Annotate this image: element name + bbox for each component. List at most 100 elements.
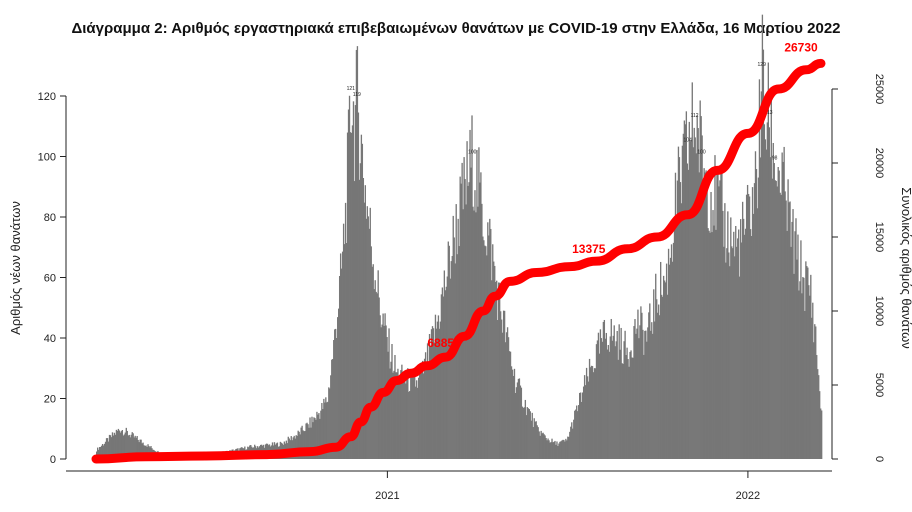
bar [460,183,462,459]
bar [336,337,338,459]
bar [304,431,306,459]
bar [754,151,757,459]
right-axis-label: Συνολικός αριθμός θανάτων [899,187,912,348]
bar [445,286,447,459]
bar [498,282,500,459]
bar [412,373,414,459]
bar [511,369,514,459]
bar [463,157,465,459]
bar [756,208,759,459]
bar [758,79,761,459]
bar [698,172,700,459]
bar [770,89,772,460]
bar [406,376,408,459]
bar [387,351,389,459]
x-axis: 2021 2022 [66,470,832,502]
bar [666,294,669,459]
bar [393,370,395,459]
bar [535,421,537,459]
bar [816,355,818,459]
bar [597,332,600,459]
bar [716,168,718,460]
bar [473,210,475,459]
bar [559,441,561,459]
bar [748,196,751,460]
bar [132,433,134,459]
bar [478,147,480,460]
bar [648,312,650,459]
bar [303,431,305,459]
bar [638,338,640,459]
bar [633,326,635,459]
bar [793,273,795,459]
bar [119,432,122,459]
bar [787,179,789,460]
daily-bars [96,14,823,460]
bar [775,180,777,459]
bar [118,430,121,459]
bar [475,212,477,459]
bar [555,444,557,459]
bar [686,163,689,460]
bar [618,324,620,459]
bar [606,349,608,459]
bar [396,372,398,459]
bar [479,182,481,460]
bar [507,337,510,459]
bar [512,375,515,459]
bar [601,341,604,459]
bar [418,377,420,459]
bar [603,319,606,459]
bar [598,353,601,459]
bar [307,424,309,459]
bar [331,359,333,459]
left-axis-label: Αριθμός νέων θανάτων [8,201,23,335]
bar [578,405,580,459]
bar [139,439,141,459]
bar [616,330,618,459]
bar [635,333,637,459]
bar [521,406,524,459]
bar [538,431,540,459]
bar [627,359,629,459]
bar [620,327,622,459]
bar [659,315,661,459]
bar [807,267,809,459]
bar [414,374,416,459]
bar [99,446,102,459]
bar [141,443,143,459]
bar [563,439,565,459]
bar [145,445,147,459]
bar [378,297,380,459]
bar [516,382,519,459]
bar [623,341,625,459]
bar [486,255,488,459]
bar [131,432,133,459]
bar [591,366,594,459]
bar [130,434,132,459]
bar [776,186,778,459]
bar [590,365,593,459]
bar [341,251,344,459]
bar [767,62,769,459]
bar [436,321,439,459]
right-tick-label: 25000 [873,74,885,105]
bar [567,436,569,459]
bar [395,372,397,459]
bar [437,315,440,459]
bar [792,209,794,459]
bar [556,441,558,459]
bar [615,341,617,459]
bar [696,115,698,460]
bar [651,322,653,459]
bar [532,427,534,459]
bar [669,257,672,459]
bar [342,223,345,459]
bar [323,398,325,459]
bar [476,149,478,459]
bar [667,248,670,459]
bar [746,184,749,459]
bar [679,182,682,459]
